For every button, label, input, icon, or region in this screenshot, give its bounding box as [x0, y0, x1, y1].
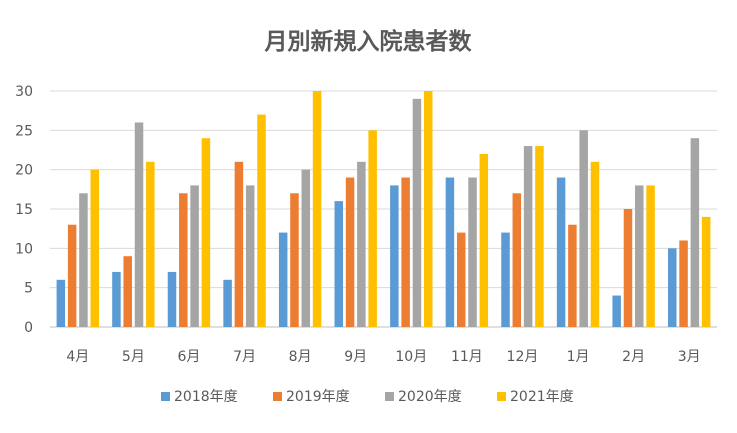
bar-6月-2019年度	[179, 193, 188, 327]
y-tick-label: 0	[24, 320, 33, 336]
x-tick-label: 11月	[451, 349, 483, 365]
y-tick-label: 10	[15, 241, 33, 257]
bar-11月-2020年度	[468, 177, 477, 327]
y-tick-label: 30	[15, 84, 33, 100]
bar-10月-2018年度	[390, 185, 399, 327]
bar-7月-2021年度	[257, 114, 266, 327]
legend-swatch	[497, 392, 506, 401]
bar-7月-2020年度	[245, 185, 255, 327]
x-tick-label: 3月	[678, 349, 701, 365]
bar-2月-2020年度	[635, 185, 644, 327]
x-axis-ticks: 4月 5月 6月 7月 8月 9月 10月 11月 12月 1月 2月 3月	[66, 349, 700, 365]
y-axis-ticks: 0 5 10 15 20 25 30	[15, 84, 33, 336]
bar-3月-2021年度	[701, 216, 711, 327]
bar-1月-2018年度	[556, 177, 566, 327]
bar-3月-2018年度	[668, 248, 677, 327]
bar-12月-2020年度	[523, 146, 533, 327]
legend-swatch	[161, 392, 170, 401]
bar-2月-2018年度	[612, 295, 621, 327]
bar-10月-2021年度	[423, 91, 433, 327]
bar-12月-2019年度	[512, 193, 522, 327]
gridlines	[50, 90, 717, 328]
chart-title: 月別新規入院患者数	[264, 28, 473, 55]
bar-10月-2019年度	[401, 177, 410, 327]
bar-7月-2019年度	[234, 161, 244, 327]
bar-11月-2021年度	[479, 153, 489, 327]
bar-9月-2019年度	[345, 177, 355, 327]
legend-label: 2020年度	[398, 389, 462, 405]
x-tick-label: 2月	[622, 349, 645, 365]
bar-1月-2020年度	[579, 130, 588, 327]
legend-label: 2019年度	[286, 389, 350, 405]
bar-5月-2020年度	[134, 122, 144, 327]
bar-9月-2020年度	[357, 161, 366, 327]
bar-5月-2021年度	[146, 161, 155, 327]
y-tick-label: 25	[15, 123, 33, 139]
bar-12月-2018年度	[501, 232, 510, 327]
bar-6月-2021年度	[201, 138, 211, 327]
bar-10月-2020年度	[412, 98, 422, 327]
x-tick-label: 10月	[395, 349, 427, 365]
legend-label: 2021年度	[510, 389, 574, 405]
x-tick-label: 6月	[177, 349, 200, 365]
bar-8月-2021年度	[312, 91, 322, 327]
bar-7月-2018年度	[223, 279, 232, 327]
bar-8月-2019年度	[290, 193, 299, 327]
bar-6月-2018年度	[167, 271, 177, 327]
bar-2月-2021年度	[646, 185, 655, 327]
bars	[56, 91, 711, 327]
x-tick-label: 12月	[507, 349, 539, 365]
bar-9月-2018年度	[334, 201, 344, 327]
x-tick-label: 8月	[289, 349, 312, 365]
y-tick-label: 5	[24, 281, 33, 297]
bar-8月-2018年度	[278, 232, 288, 327]
bar-4月-2020年度	[79, 193, 88, 327]
bar-1月-2021年度	[590, 161, 600, 327]
legend-swatch	[273, 392, 282, 401]
bar-5月-2019年度	[123, 256, 132, 327]
bar-8月-2020年度	[301, 169, 311, 327]
bar-3月-2020年度	[690, 138, 700, 327]
bar-4月-2019年度	[67, 224, 77, 327]
bar-11月-2018年度	[445, 177, 455, 327]
bar-3月-2019年度	[679, 240, 688, 327]
x-tick-label: 4月	[66, 349, 89, 365]
bar-4月-2018年度	[56, 279, 66, 327]
x-tick-label: 1月	[567, 349, 590, 365]
bar-2月-2019年度	[623, 209, 633, 327]
legend: 2018年度 2019年度 2020年度 2021年度	[161, 389, 574, 405]
bar-6月-2020年度	[190, 185, 199, 327]
y-tick-label: 20	[15, 163, 33, 179]
bar-12月-2021年度	[535, 146, 544, 327]
x-tick-label: 5月	[122, 349, 145, 365]
legend-label: 2018年度	[174, 389, 238, 405]
x-tick-label: 9月	[344, 349, 367, 365]
x-tick-label: 7月	[233, 349, 256, 365]
y-tick-label: 15	[15, 202, 33, 218]
bar-1月-2019年度	[568, 224, 577, 327]
legend-swatch	[385, 392, 394, 401]
bar-4月-2021年度	[90, 169, 99, 327]
bar-11月-2019年度	[456, 232, 466, 327]
bar-9月-2021年度	[368, 130, 377, 327]
bar-5月-2018年度	[112, 271, 121, 327]
